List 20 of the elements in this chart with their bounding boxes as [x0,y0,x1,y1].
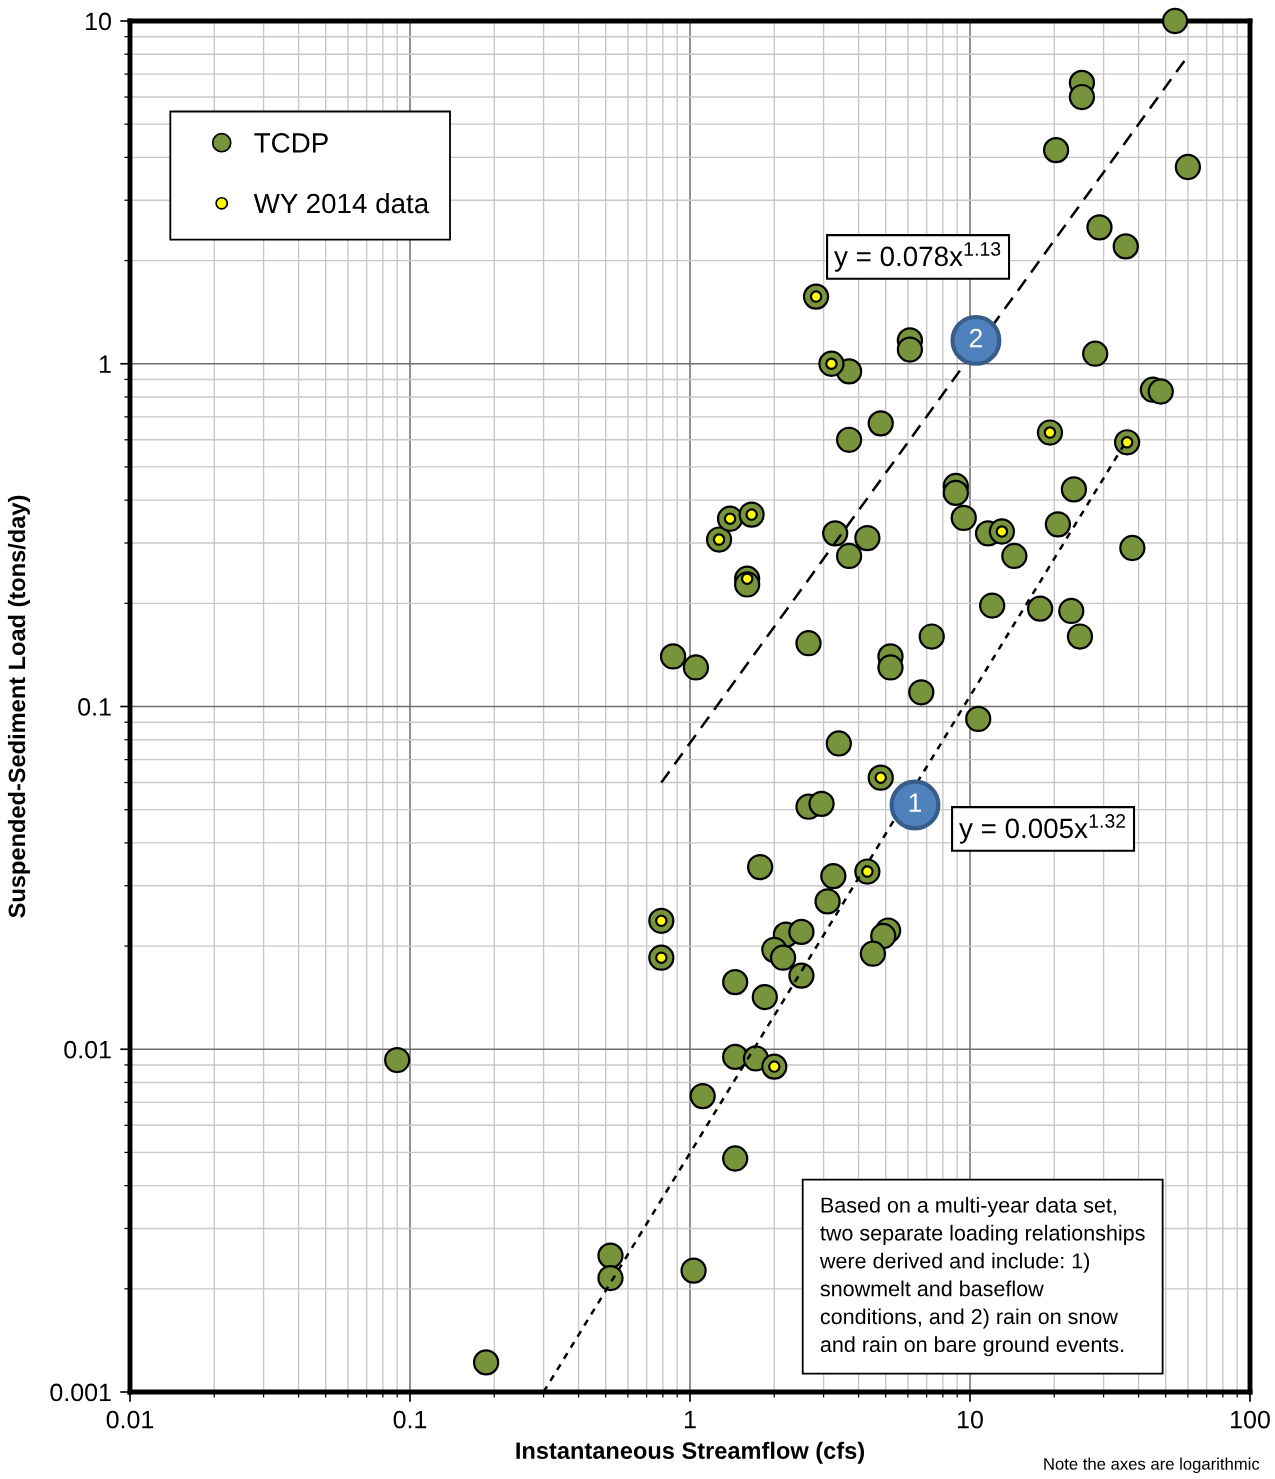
y-tick-label: 0.01 [64,1040,111,1059]
x-tick-label: 0.01 [106,1410,154,1429]
x-axis-title: Instantaneous Streamflow (cfs) [516,1441,864,1464]
x-tick-label: 1 [684,1410,696,1429]
legend-label: WY 2014 data [253,192,430,214]
x-tick-label: 100 [1231,1410,1270,1429]
annotation: Based on a multi-year data set, two separate loading relationships were derived and include: 1) snowmelt and baseflow conditions, and 2) rain on snow and rain on bare ground events. [819,1196,1145,1357]
annotation: y = 0.078x$^{1.13}$ [834,242,1001,272]
y-tick-label: 0.1 [78,698,111,716]
annotation: 2 [969,328,982,348]
x-tick-label: 0.1 [393,1410,427,1429]
y-tick-label: 0.001 [50,1383,111,1402]
y-axis-title: Suspended-Sediment Load (tons/day) [7,495,30,918]
legend-label: TCDP [254,133,328,153]
y-tick-label: 1 [99,355,111,373]
annotation: y = 0.005x$^{1.32}$ [959,814,1126,844]
x-tick-label: 10 [958,1410,983,1429]
annotation: 1 [909,793,922,812]
y-tick-label: 10 [86,12,111,31]
text: Note the axes are logarithmic [1044,1457,1260,1474]
